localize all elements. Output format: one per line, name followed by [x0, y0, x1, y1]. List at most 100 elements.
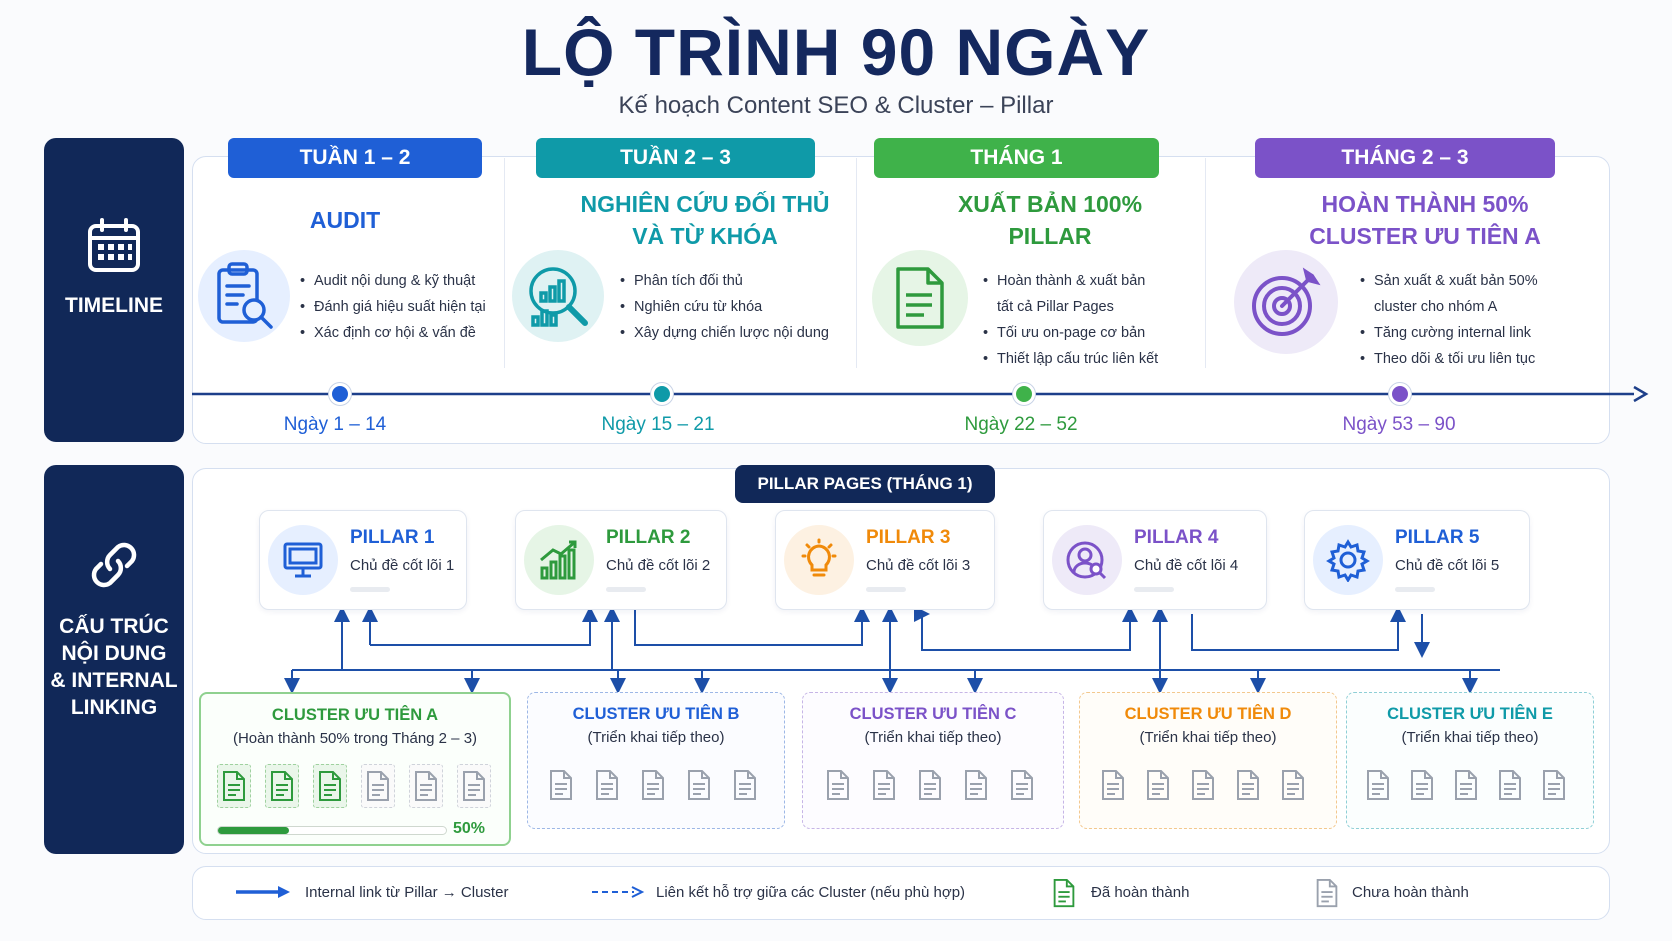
pending-document-icon	[1005, 763, 1039, 807]
pillar-card-1[interactable]: PILLAR 1 Chủ đề cốt lõi 1	[259, 510, 467, 610]
bullet-item: Nghiên cứu từ khóa	[620, 294, 829, 320]
phase-3-bullets: Hoàn thành & xuất bản tất cả Pillar Page…	[983, 268, 1158, 372]
phase-heading-line: PILLAR	[1008, 223, 1092, 249]
cluster-subtitle: (Triển khai tiếp theo)	[1401, 729, 1539, 746]
user-search-icon	[1052, 525, 1122, 595]
page-title: LỘ TRÌNH 90 NGÀY	[521, 15, 1151, 89]
structure-label-line: & INTERNAL	[50, 669, 178, 692]
cluster-docs	[821, 763, 1039, 807]
pending-document-icon	[1096, 763, 1130, 807]
pillar-card-4[interactable]: PILLAR 4 Chủ đề cốt lõi 4	[1043, 510, 1267, 610]
cluster-e[interactable]: CLUSTER ƯU TIÊN E (Triển khai tiếp theo)	[1346, 692, 1594, 829]
done-document-icon	[265, 764, 299, 808]
pillar-card-3[interactable]: PILLAR 3 Chủ đề cốt lõi 3	[775, 510, 995, 610]
pending-document-icon	[1493, 763, 1527, 807]
phase-divider	[856, 158, 857, 368]
day-range-3: Ngày 22 – 52	[964, 414, 1078, 435]
monitor-icon	[268, 525, 338, 595]
pillar-subtitle: Chủ đề cốt lõi 2	[606, 557, 711, 574]
done-document-icon	[1053, 878, 1075, 908]
pending-document-icon	[1231, 763, 1265, 807]
day-range-4: Ngày 53 – 90	[1342, 414, 1456, 435]
pending-document-icon	[361, 764, 395, 808]
bullet-item-continuation: cluster cho nhóm A	[1374, 299, 1498, 315]
pillar-subtitle: Chủ đề cốt lõi 5	[1395, 557, 1500, 574]
phase-tab-1: TUẦN 1 – 2	[228, 138, 482, 178]
timeline-dot-1	[329, 383, 351, 405]
bullet-item-continuation: tất cả Pillar Pages	[997, 299, 1114, 315]
magnifier-chart-icon	[512, 250, 604, 342]
pending-document-icon	[1316, 878, 1338, 908]
bullet-item: Sản xuất & xuất bản 50%	[1360, 268, 1538, 294]
pillar-subtitle: Chủ đề cốt lõi 1	[350, 557, 455, 574]
bullet-item: Xác định cơ hội & vấn đề	[300, 320, 486, 346]
link-icon	[91, 542, 137, 588]
cluster-b[interactable]: CLUSTER ƯU TIÊN B (Triển khai tiếp theo)	[527, 692, 785, 829]
cluster-a[interactable]: CLUSTER ƯU TIÊN A (Hoàn thành 50% trong …	[199, 692, 511, 846]
phase-heading-line: CLUSTER ƯU TIÊN A	[1309, 223, 1541, 249]
pillar-title: PILLAR 3	[866, 527, 951, 548]
cluster-title: CLUSTER ƯU TIÊN C	[849, 705, 1017, 723]
legend-todo-label: Chưa hoàn thành	[1352, 884, 1469, 901]
pillar-subtitle: Chủ đề cốt lõi 4	[1134, 557, 1239, 574]
growth-chart-icon	[524, 525, 594, 595]
cluster-title: CLUSTER ƯU TIÊN E	[1387, 705, 1553, 723]
pending-document-icon	[1361, 763, 1395, 807]
target-icon	[1234, 250, 1338, 354]
pillar-bar	[1395, 587, 1435, 592]
cluster-d[interactable]: CLUSTER ƯU TIÊN D (Triển khai tiếp theo)	[1079, 692, 1337, 829]
timeline-label: TIMELINE	[65, 294, 163, 317]
pillar-title: PILLAR 2	[606, 527, 691, 548]
cluster-title: CLUSTER ƯU TIÊN D	[1124, 705, 1292, 723]
pending-document-icon	[590, 763, 624, 807]
phase-heading-3: XUẤT BẢN 100% PILLAR	[910, 188, 1190, 252]
pending-document-icon	[1276, 763, 1310, 807]
structure-label-line: NỘI DUNG	[61, 642, 167, 665]
timeline-sidebar: TIMELINE	[44, 138, 184, 442]
phase-divider	[504, 158, 505, 368]
bullet-item: Hoàn thành & xuất bản	[983, 268, 1158, 294]
bullet-item: Tối ưu on-page cơ bản	[983, 320, 1158, 346]
cluster-title: CLUSTER ƯU TIÊN B	[572, 705, 740, 723]
pillar-pages-header: PILLAR PAGES (THÁNG 1)	[735, 465, 995, 503]
timeline-dot-2	[651, 383, 673, 405]
pending-document-icon	[457, 764, 491, 808]
pillar-bar	[606, 587, 646, 592]
gear-icon	[1313, 525, 1383, 595]
legend-done-label: Đã hoàn thành	[1091, 884, 1190, 901]
cluster-docs	[1096, 763, 1310, 807]
cluster-subtitle: (Triển khai tiếp theo)	[587, 729, 725, 746]
pillar-card-5[interactable]: PILLAR 5 Chủ đề cốt lõi 5	[1304, 510, 1530, 610]
pending-document-icon	[1141, 763, 1175, 807]
lightbulb-icon	[784, 525, 854, 595]
phase-heading-line: HOÀN THÀNH 50%	[1321, 191, 1529, 217]
pillar-card-2[interactable]: PILLAR 2 Chủ đề cốt lõi 2	[515, 510, 727, 610]
phase-2-bullets: Phân tích đối thủ Nghiên cứu từ khóa Xây…	[620, 268, 829, 346]
day-range-2: Ngày 15 – 21	[601, 414, 715, 435]
cluster-title: CLUSTER ƯU TIÊN A	[271, 706, 439, 724]
pillar-title: PILLAR 1	[350, 527, 435, 548]
pillar-bar	[1134, 587, 1174, 592]
timeline-dot-3	[1013, 383, 1035, 405]
pending-document-icon	[1537, 763, 1571, 807]
done-document-icon	[217, 764, 251, 808]
pending-document-icon	[867, 763, 901, 807]
pending-document-icon	[728, 763, 762, 807]
cluster-c[interactable]: CLUSTER ƯU TIÊN C (Triển khai tiếp theo)	[802, 692, 1064, 829]
pending-document-icon	[821, 763, 855, 807]
pillar-title: PILLAR 4	[1134, 527, 1219, 548]
day-range-1: Ngày 1 – 14	[283, 414, 387, 435]
pending-document-icon	[682, 763, 716, 807]
calendar-icon	[88, 218, 140, 272]
cluster-subtitle: (Triển khai tiếp theo)	[1139, 729, 1277, 746]
bullet-item: Thiết lập cấu trúc liên kết	[983, 346, 1158, 372]
structure-label-line: LINKING	[70, 696, 158, 719]
legend-panel	[192, 866, 1610, 920]
pending-document-icon	[913, 763, 947, 807]
phase-4-bullets: Sản xuất & xuất bản 50% cluster cho nhóm…	[1360, 268, 1538, 372]
phase-divider	[1205, 158, 1206, 368]
phase-tab-4: THÁNG 2 – 3	[1255, 138, 1555, 178]
phase-heading-line: XUẤT BẢN 100%	[957, 191, 1143, 217]
cluster-docs	[217, 764, 491, 808]
